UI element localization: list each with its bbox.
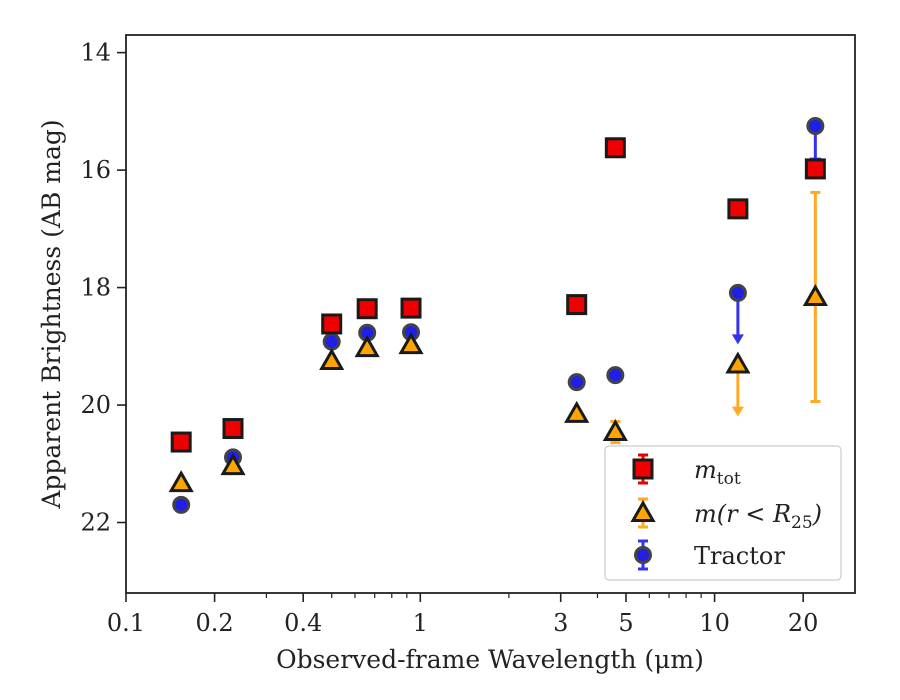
triangle-point	[220, 453, 246, 476]
y-tick-label: 22	[80, 509, 111, 537]
square-point	[356, 298, 378, 320]
x-tick-label: 3	[553, 609, 568, 637]
legend-label: Tractor	[694, 542, 785, 570]
x-axis-label: Observed-frame Wavelength (μm)	[276, 645, 704, 674]
square-point	[222, 418, 244, 440]
square-point	[804, 158, 826, 180]
square-point	[727, 198, 749, 220]
x-tick-label: 0.2	[196, 609, 234, 637]
legend-circle-marker	[634, 546, 652, 564]
square-point	[170, 431, 192, 453]
triangle-point	[725, 351, 751, 374]
y-tick-label: 18	[80, 274, 111, 302]
legend-triangle-marker	[630, 499, 656, 522]
x-tick-label: 0.1	[107, 609, 145, 637]
x-tick-label: 10	[699, 609, 730, 637]
square-point	[566, 294, 588, 316]
plot-frame	[125, 34, 856, 594]
legend-square-marker	[632, 458, 654, 480]
y-tick-label: 20	[80, 391, 111, 419]
y-tick-label: 16	[80, 156, 111, 184]
circle-point	[728, 283, 747, 302]
square-point	[604, 137, 626, 159]
circle-point	[806, 117, 825, 136]
square-point	[321, 313, 343, 335]
legend-box	[604, 445, 842, 581]
x-tick-label: 0.4	[284, 609, 322, 637]
circle-point	[322, 332, 341, 351]
legend-label: mtot	[694, 456, 741, 489]
y-tick-label: 14	[80, 39, 111, 67]
triangle-point	[564, 400, 590, 423]
y-axis-label: Apparent Brightness (AB mag)	[37, 119, 66, 509]
circle-point	[172, 495, 191, 514]
triangle-point	[354, 335, 380, 358]
triangle-point	[398, 332, 424, 355]
triangle-point	[602, 419, 628, 442]
x-tick-label: 20	[788, 609, 819, 637]
x-tick-label: 5	[618, 609, 633, 637]
legend: mtot m(r < R25) Tractor	[604, 445, 842, 581]
triangle-point	[802, 283, 828, 306]
legend-label: m(r < R25)	[694, 500, 822, 533]
triangle-point	[319, 347, 345, 370]
triangle-point	[168, 470, 194, 493]
x-tick-label: 1	[413, 609, 428, 637]
square-point	[400, 297, 422, 319]
circle-point	[606, 366, 625, 385]
circle-point	[567, 373, 586, 392]
